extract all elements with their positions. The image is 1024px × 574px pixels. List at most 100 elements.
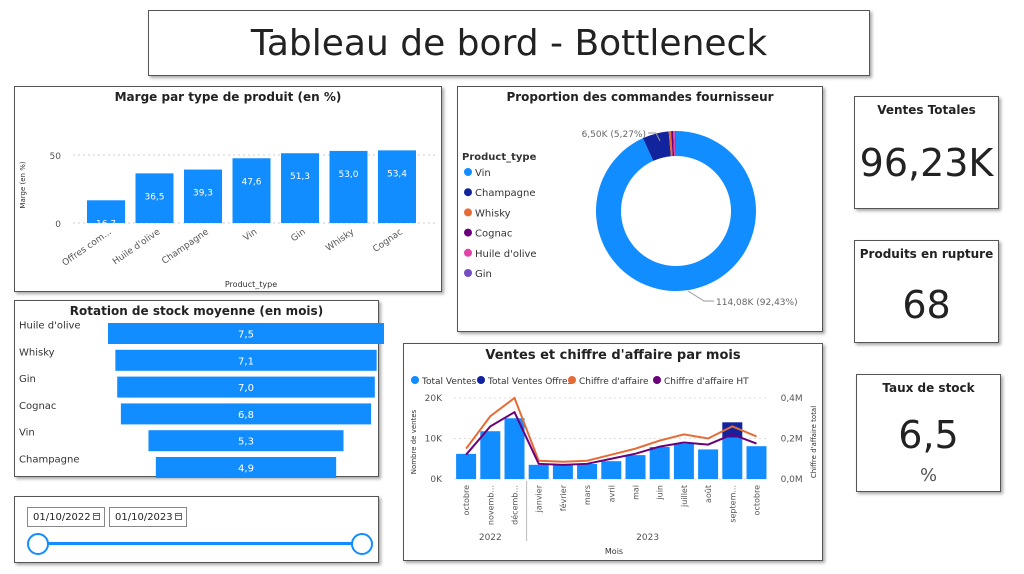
rotation-chart-card[interactable]: Rotation de stock moyenne (en mois) Huil… bbox=[14, 300, 384, 478]
calendar-icon[interactable] bbox=[175, 513, 182, 520]
legend-marker bbox=[653, 376, 661, 384]
donut-slice bbox=[674, 131, 676, 157]
x-tick-label: Whisky bbox=[324, 227, 357, 254]
slider-handle-start[interactable] bbox=[27, 533, 49, 555]
data-label: 7,5 bbox=[238, 330, 254, 341]
calendar-icon[interactable] bbox=[93, 513, 100, 520]
x-tick-label: août bbox=[704, 485, 713, 503]
slice-annotation: 6,50K (5,27%) bbox=[582, 130, 646, 140]
category-label: Whisky bbox=[19, 347, 55, 358]
data-label: 5,3 bbox=[238, 437, 254, 448]
bar bbox=[117, 376, 375, 398]
year-label: 2023 bbox=[636, 533, 659, 543]
x-tick-label: Gin bbox=[290, 227, 308, 244]
start-date-value: 01/10/2022 bbox=[33, 512, 91, 523]
data-label: 53,0 bbox=[338, 170, 358, 180]
rotation-chart: Huile d'olive 7,5 Whisky 7,1 Gin 7,0 Cognac 6,8… bbox=[19, 321, 384, 478]
line-chiffre-affaire-ht bbox=[465, 410, 757, 466]
legend-marker bbox=[464, 269, 472, 277]
legend-title: Product_type bbox=[462, 152, 537, 163]
kpi-value: 96,23K bbox=[859, 141, 994, 185]
proportion-chart-card[interactable]: Proportion des commandes fournisseur Pro… bbox=[457, 86, 823, 332]
bar-total-ventes bbox=[577, 464, 598, 479]
kpi-label: Ventes Totales bbox=[877, 103, 976, 117]
x-tick-label: mai bbox=[632, 485, 641, 500]
x-axis-label: Mois bbox=[605, 547, 623, 556]
data-label: 16,7 bbox=[96, 219, 116, 229]
y-axis-label: Marge (en %) bbox=[19, 161, 27, 208]
category-label: Cognac bbox=[19, 401, 56, 412]
kpi-ventes-totales[interactable]: Ventes Totales 96,23K bbox=[854, 96, 999, 209]
x-tick-label: décemb... bbox=[510, 485, 520, 525]
bar bbox=[281, 153, 319, 223]
y-tick-label-right: 0,4M bbox=[781, 394, 803, 404]
bar bbox=[184, 169, 222, 223]
x-tick-label: octobre bbox=[753, 485, 762, 516]
bar-total-ventes bbox=[504, 418, 525, 479]
marge-chart-card[interactable]: Marge par type de produit (en %) 50 0 Marg… bbox=[14, 86, 442, 292]
slider-handle-end[interactable] bbox=[351, 533, 373, 555]
start-date-field[interactable]: 01/10/2022 bbox=[27, 507, 105, 527]
x-tick-label: juin bbox=[656, 485, 665, 501]
proportion-chart: Product_type Vin Champagne Whisky Cognac Huil… bbox=[462, 130, 798, 308]
bar-total-ventes bbox=[480, 431, 501, 479]
legend-marker bbox=[464, 188, 472, 197]
line-chiffre-affaire bbox=[465, 396, 757, 463]
x-tick-label: février bbox=[558, 484, 568, 511]
data-label: 7,1 bbox=[238, 356, 254, 367]
x-tick-label: Cognac bbox=[371, 227, 404, 255]
legend-label: Huile d'olive bbox=[475, 249, 537, 260]
x-tick-label: janvier bbox=[535, 484, 544, 513]
donut-slice bbox=[596, 131, 756, 291]
y-tick-label-left: 20K bbox=[425, 394, 443, 404]
legend-marker bbox=[411, 376, 419, 384]
kpi-produits-rupture[interactable]: Produits en rupture 68 bbox=[854, 240, 999, 343]
year-label: 2022 bbox=[479, 533, 502, 543]
end-date-field[interactable]: 01/10/2023 bbox=[109, 507, 187, 527]
x-axis-label: Product_type bbox=[225, 280, 277, 289]
bar bbox=[120, 403, 372, 425]
ventes-chart-card[interactable]: Ventes et chiffre d'affaire par mois Tot… bbox=[403, 343, 823, 561]
leader-line bbox=[687, 290, 714, 302]
data-label: 36,5 bbox=[144, 192, 164, 202]
x-tick-label: Champagne bbox=[160, 227, 211, 267]
x-tick-label: Huile d'olive bbox=[111, 227, 163, 267]
data-label: 39,3 bbox=[193, 189, 213, 199]
data-label: 51,3 bbox=[290, 172, 310, 182]
y-tick-label-left: 10K bbox=[425, 435, 443, 445]
donut-slice bbox=[642, 131, 671, 161]
bar-total-ventes bbox=[673, 443, 694, 479]
bar-total-ventes bbox=[698, 449, 719, 479]
bar-total-ventes bbox=[456, 453, 477, 479]
legend-label: Vin bbox=[475, 168, 491, 179]
x-tick-label: octobre bbox=[462, 485, 471, 516]
donut-slice bbox=[668, 131, 673, 157]
bar bbox=[135, 173, 174, 223]
bar-total-ventes bbox=[528, 464, 549, 479]
bar bbox=[232, 158, 271, 223]
kpi-label: Produits en rupture bbox=[859, 247, 994, 261]
x-tick-label: novemb... bbox=[486, 485, 495, 525]
bar-total-ventes bbox=[746, 446, 767, 479]
legend-marker bbox=[464, 208, 472, 217]
donut-slice bbox=[671, 131, 675, 157]
y-tick-label-left: 0K bbox=[430, 475, 443, 485]
slice-annotation: 114,08K (92,43%) bbox=[716, 298, 798, 308]
legend-label: Whisky bbox=[475, 208, 511, 219]
legend-label: Chiffre d'affaire HT bbox=[664, 377, 749, 387]
donut-slice bbox=[673, 131, 676, 157]
date-slicer[interactable]: 01/10/2022 01/10/2023 bbox=[14, 496, 379, 563]
bar bbox=[329, 150, 368, 223]
proportion-chart-title: Proportion des commandes fournisseur bbox=[506, 90, 774, 104]
y-axis-label-left: Nombre de ventes bbox=[410, 409, 418, 474]
bar-total-ventes bbox=[649, 447, 670, 479]
kpi-taux-stock[interactable]: Taux de stock 6,5 % bbox=[856, 374, 1001, 492]
ventes-chart-title: Ventes et chiffre d'affaire par mois bbox=[485, 348, 741, 363]
data-label: 4,9 bbox=[238, 464, 254, 475]
legend-label: Total Ventes Offres bbox=[487, 377, 573, 387]
bar bbox=[87, 200, 125, 223]
kpi-value: 6,5 bbox=[898, 413, 959, 457]
y-tick-label: 50 bbox=[50, 152, 62, 162]
slider-track[interactable] bbox=[39, 542, 361, 545]
bar-total-ventes bbox=[722, 437, 743, 479]
